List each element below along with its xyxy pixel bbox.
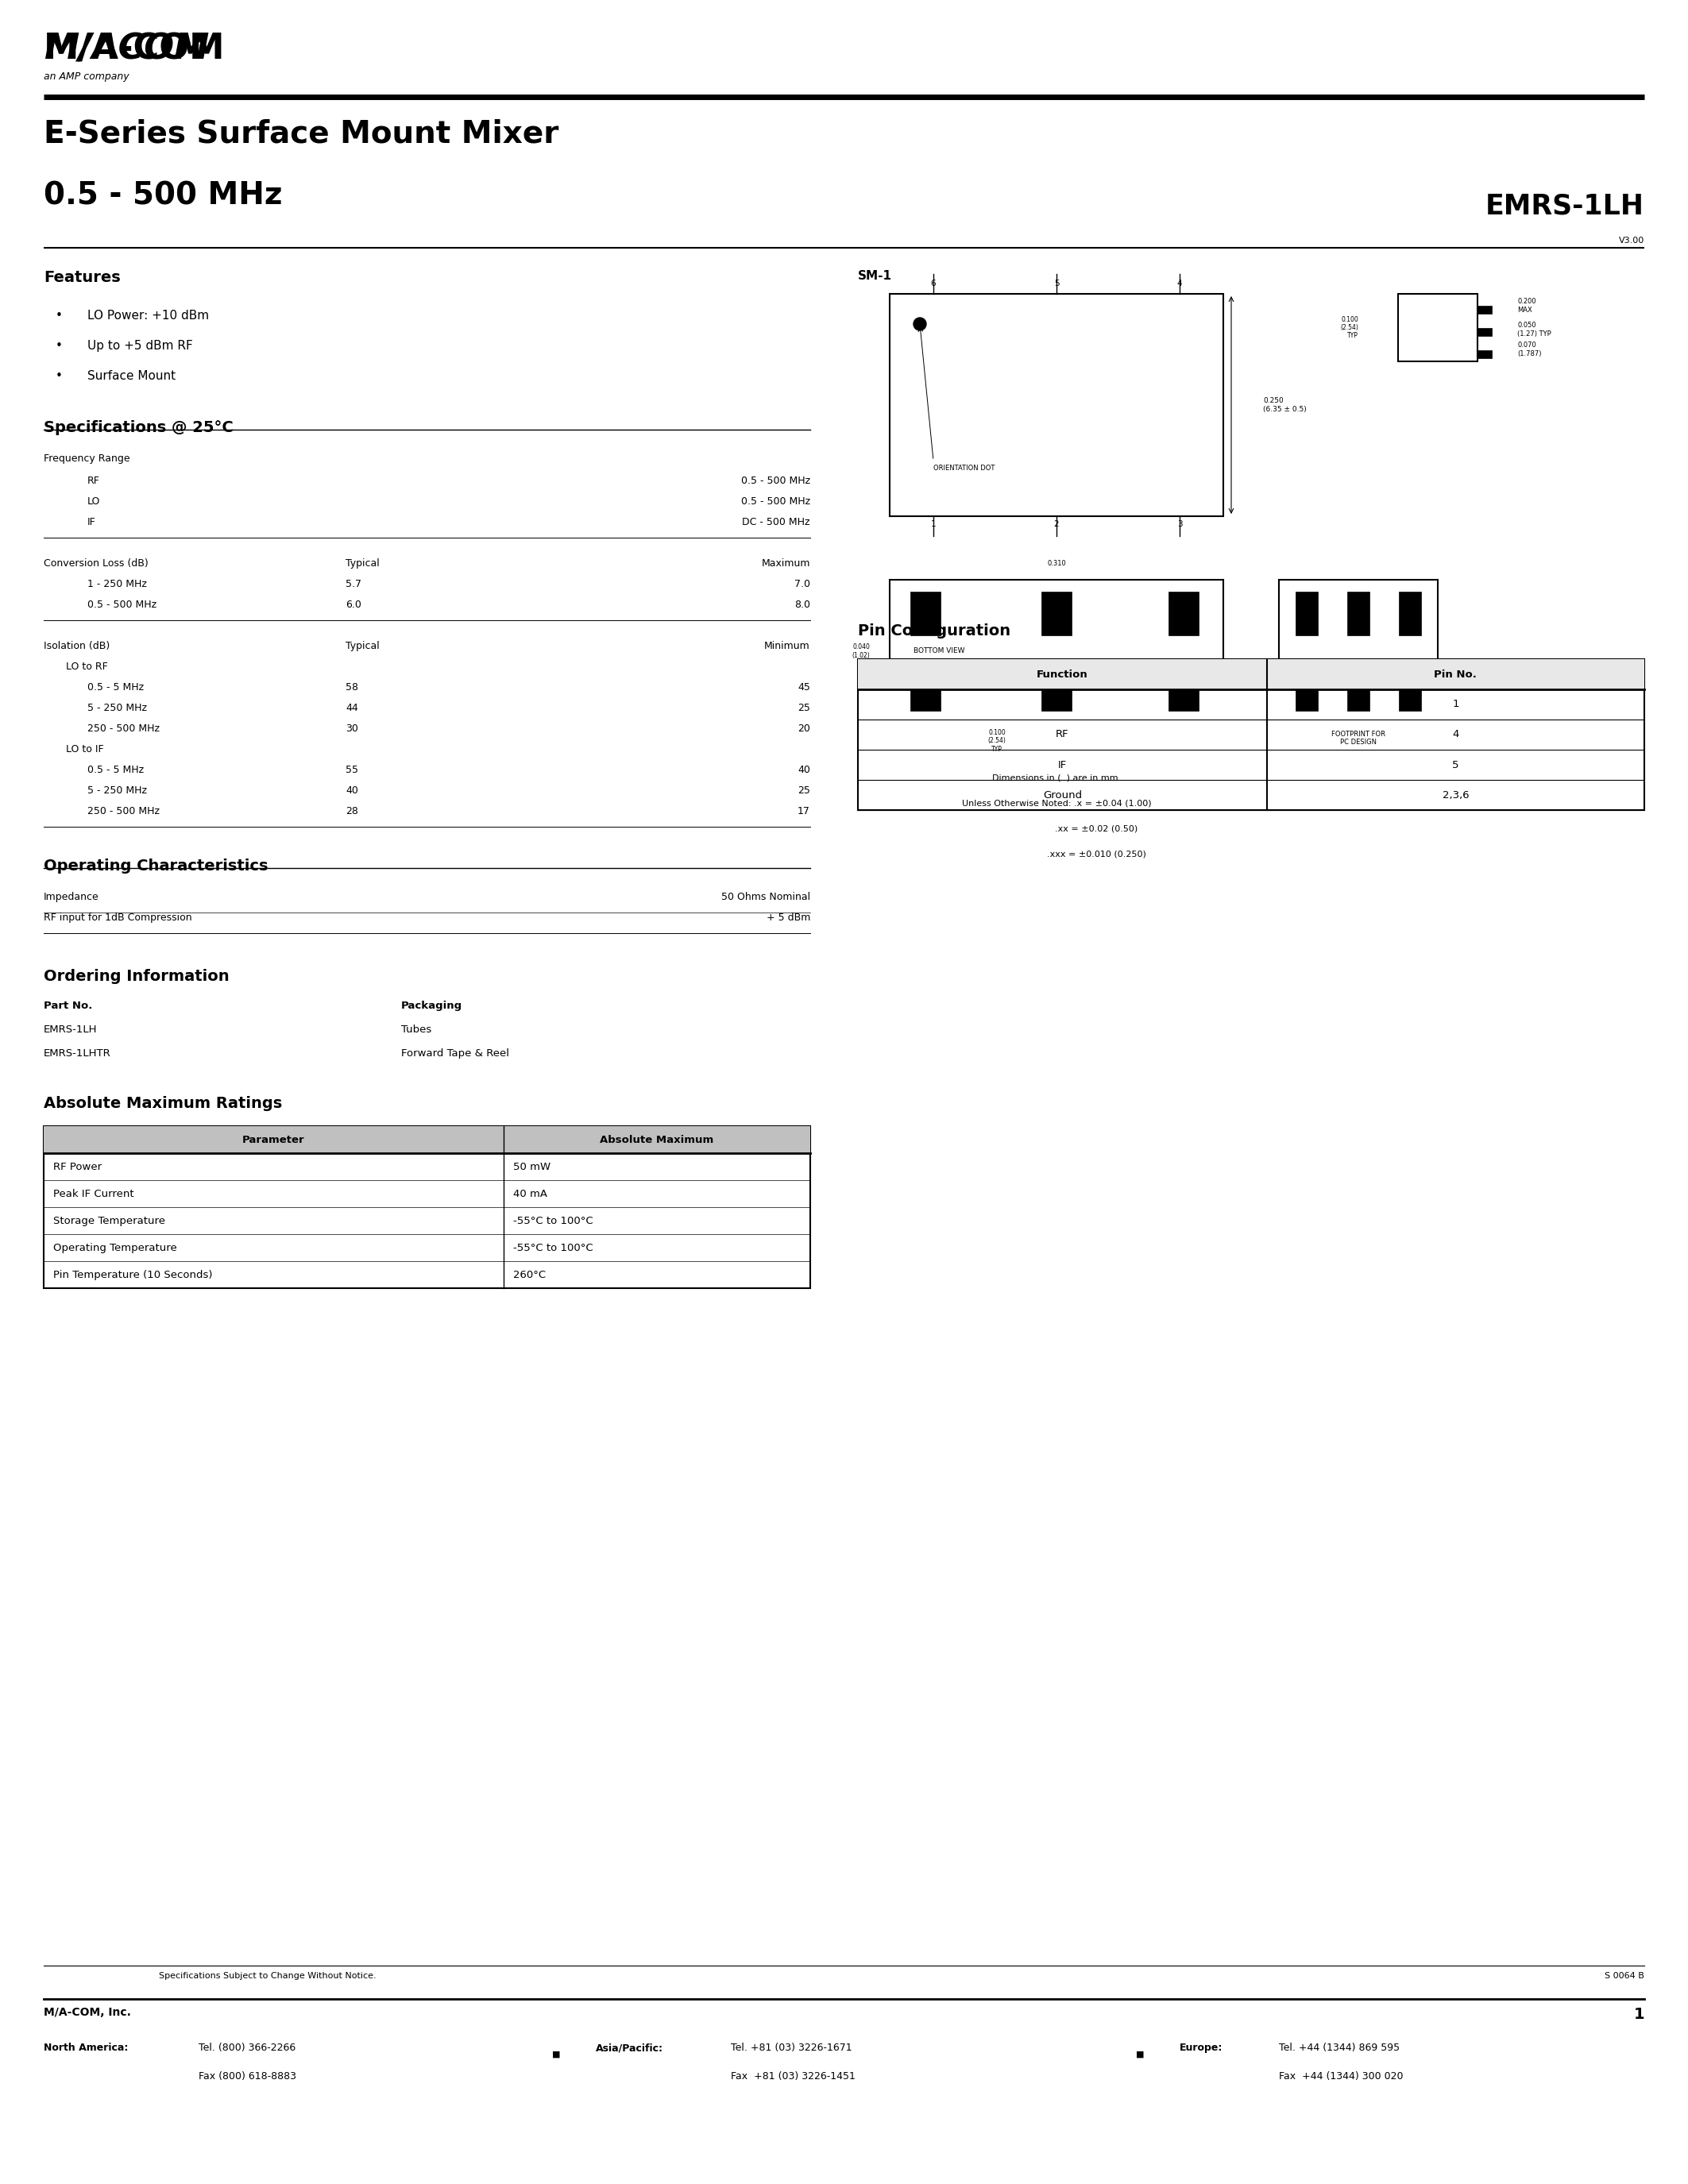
Text: Operating Characteristics: Operating Characteristics <box>44 858 268 874</box>
Text: -55°C to 100°C: -55°C to 100°C <box>513 1216 592 1225</box>
Text: V3.00: V3.00 <box>1619 236 1644 245</box>
Text: 5.7: 5.7 <box>346 579 361 590</box>
Text: 1: 1 <box>930 520 937 529</box>
Text: Fax  +44 (1344) 300 020: Fax +44 (1344) 300 020 <box>1280 2070 1403 2081</box>
Text: FOOTPRINT FOR
PC DESIGN: FOOTPRINT FOR PC DESIGN <box>1332 732 1386 747</box>
Bar <box>44 1127 810 1153</box>
Bar <box>44 1127 810 1289</box>
Text: 4: 4 <box>1177 280 1182 288</box>
Text: + 5 dBm: + 5 dBm <box>766 913 810 924</box>
Text: Tel. +81 (03) 3226-1671: Tel. +81 (03) 3226-1671 <box>731 2042 852 2053</box>
Text: 40: 40 <box>346 786 358 795</box>
Text: 8.0: 8.0 <box>795 601 810 609</box>
Text: 250 - 500 MHz: 250 - 500 MHz <box>88 723 160 734</box>
Text: •: • <box>56 341 62 352</box>
Text: 3: 3 <box>1177 520 1182 529</box>
Text: DC - 500 MHz: DC - 500 MHz <box>743 518 810 526</box>
Text: Unless Otherwise Noted: .x = ±0.04 (1.00): Unless Otherwise Noted: .x = ±0.04 (1.00… <box>962 799 1151 808</box>
Bar <box>1347 666 1369 710</box>
Text: Fax  +81 (03) 3226-1451: Fax +81 (03) 3226-1451 <box>731 2070 856 2081</box>
Text: 0.5 - 5 MHz: 0.5 - 5 MHz <box>88 681 143 692</box>
Text: 260°C: 260°C <box>513 1269 545 1280</box>
Text: Dimensions in (  ) are in mm.: Dimensions in ( ) are in mm. <box>993 775 1121 782</box>
Bar <box>1280 579 1438 723</box>
Text: 17: 17 <box>798 806 810 817</box>
Text: RF: RF <box>1055 729 1069 740</box>
Text: IF: IF <box>1058 760 1067 771</box>
Text: EMRS-1LHTR: EMRS-1LHTR <box>44 1048 111 1059</box>
Text: EMRS-1LH: EMRS-1LH <box>44 1024 98 1035</box>
Text: 0.5 - 500 MHz: 0.5 - 500 MHz <box>741 476 810 487</box>
Text: 0.250
(6.35 ± 0.5): 0.250 (6.35 ± 0.5) <box>1263 397 1307 413</box>
Text: LO to RF: LO to RF <box>66 662 108 673</box>
Text: Europe:: Europe: <box>1180 2042 1222 2053</box>
Text: 0.310: 0.310 <box>1047 559 1065 568</box>
Text: 45: 45 <box>798 681 810 692</box>
Text: 20: 20 <box>798 723 810 734</box>
Text: Fax (800) 618-8883: Fax (800) 618-8883 <box>199 2070 297 2081</box>
Text: Typical: Typical <box>346 640 380 651</box>
Text: Absolute Maximum Ratings: Absolute Maximum Ratings <box>44 1096 282 1112</box>
Text: 55: 55 <box>346 764 358 775</box>
Text: Pin Temperature (10 Seconds): Pin Temperature (10 Seconds) <box>54 1269 213 1280</box>
Text: LO Power: +10 dBm: LO Power: +10 dBm <box>88 310 209 321</box>
Text: Parameter: Parameter <box>243 1133 306 1144</box>
Text: Ground: Ground <box>1043 791 1082 799</box>
Text: RF Power: RF Power <box>54 1162 101 1173</box>
Text: Packaging: Packaging <box>402 1000 463 1011</box>
Bar <box>1398 295 1477 360</box>
Text: Conversion Loss (dB): Conversion Loss (dB) <box>44 559 149 568</box>
Text: 25: 25 <box>798 786 810 795</box>
Text: 6: 6 <box>930 280 937 288</box>
Text: 250 - 500 MHz: 250 - 500 MHz <box>88 806 160 817</box>
Text: 44: 44 <box>346 703 358 714</box>
Text: Forward Tape & Reel: Forward Tape & Reel <box>402 1048 510 1059</box>
Text: M/ACOM: M/ACOM <box>44 33 209 66</box>
Text: Absolute Maximum: Absolute Maximum <box>599 1133 714 1144</box>
Text: Impedance: Impedance <box>44 891 100 902</box>
Text: 6.0: 6.0 <box>346 601 361 609</box>
Text: 5: 5 <box>1053 280 1058 288</box>
Text: 0.040
(1.02): 0.040 (1.02) <box>852 644 869 660</box>
Text: Tel. (800) 366-2266: Tel. (800) 366-2266 <box>199 2042 295 2053</box>
Bar <box>1296 666 1318 710</box>
Text: LO to IF: LO to IF <box>66 745 103 753</box>
Text: 1: 1 <box>1452 699 1458 710</box>
Text: LO: LO <box>88 496 100 507</box>
Text: M/A-COM, Inc.: M/A-COM, Inc. <box>44 2007 132 2018</box>
Bar <box>1477 328 1492 336</box>
Text: 5 - 250 MHz: 5 - 250 MHz <box>88 703 147 714</box>
Text: 0.100
(2.54)
TYP: 0.100 (2.54) TYP <box>1340 317 1359 339</box>
Text: 25: 25 <box>798 703 810 714</box>
Bar <box>1347 592 1369 636</box>
Text: M/A-COM: M/A-COM <box>44 33 225 66</box>
Bar <box>1168 666 1198 710</box>
Bar <box>910 592 940 636</box>
Text: •: • <box>56 310 62 321</box>
Text: 2: 2 <box>1053 520 1058 529</box>
Bar <box>1296 592 1318 636</box>
Text: IF: IF <box>88 518 96 526</box>
Text: RF: RF <box>88 476 100 487</box>
Text: Up to +5 dBm RF: Up to +5 dBm RF <box>88 341 192 352</box>
Bar <box>1399 592 1421 636</box>
Text: 5 - 250 MHz: 5 - 250 MHz <box>88 786 147 795</box>
Circle shape <box>913 317 927 330</box>
Text: 1: 1 <box>1634 2007 1644 2022</box>
Text: .xx = ±0.02 (0.50): .xx = ±0.02 (0.50) <box>1055 826 1138 832</box>
Text: Specifications @ 25°C: Specifications @ 25°C <box>44 419 233 435</box>
Text: 5: 5 <box>1452 760 1458 771</box>
Text: Ordering Information: Ordering Information <box>44 970 230 985</box>
Text: 0.5 - 500 MHz: 0.5 - 500 MHz <box>741 496 810 507</box>
Bar <box>1477 349 1492 358</box>
Text: Surface Mount: Surface Mount <box>88 369 176 382</box>
Text: 50 mW: 50 mW <box>513 1162 550 1173</box>
Text: 0.5 - 500 MHz: 0.5 - 500 MHz <box>88 601 157 609</box>
Bar <box>890 295 1224 515</box>
Text: Pin No.: Pin No. <box>1435 668 1477 679</box>
Text: 0.5 - 500 MHz: 0.5 - 500 MHz <box>44 181 282 212</box>
Text: Specifications Subject to Change Without Notice.: Specifications Subject to Change Without… <box>159 1972 376 1981</box>
Text: Storage Temperature: Storage Temperature <box>54 1216 165 1225</box>
Text: 0.070
(1.787): 0.070 (1.787) <box>1518 341 1541 358</box>
Text: 28: 28 <box>346 806 358 817</box>
